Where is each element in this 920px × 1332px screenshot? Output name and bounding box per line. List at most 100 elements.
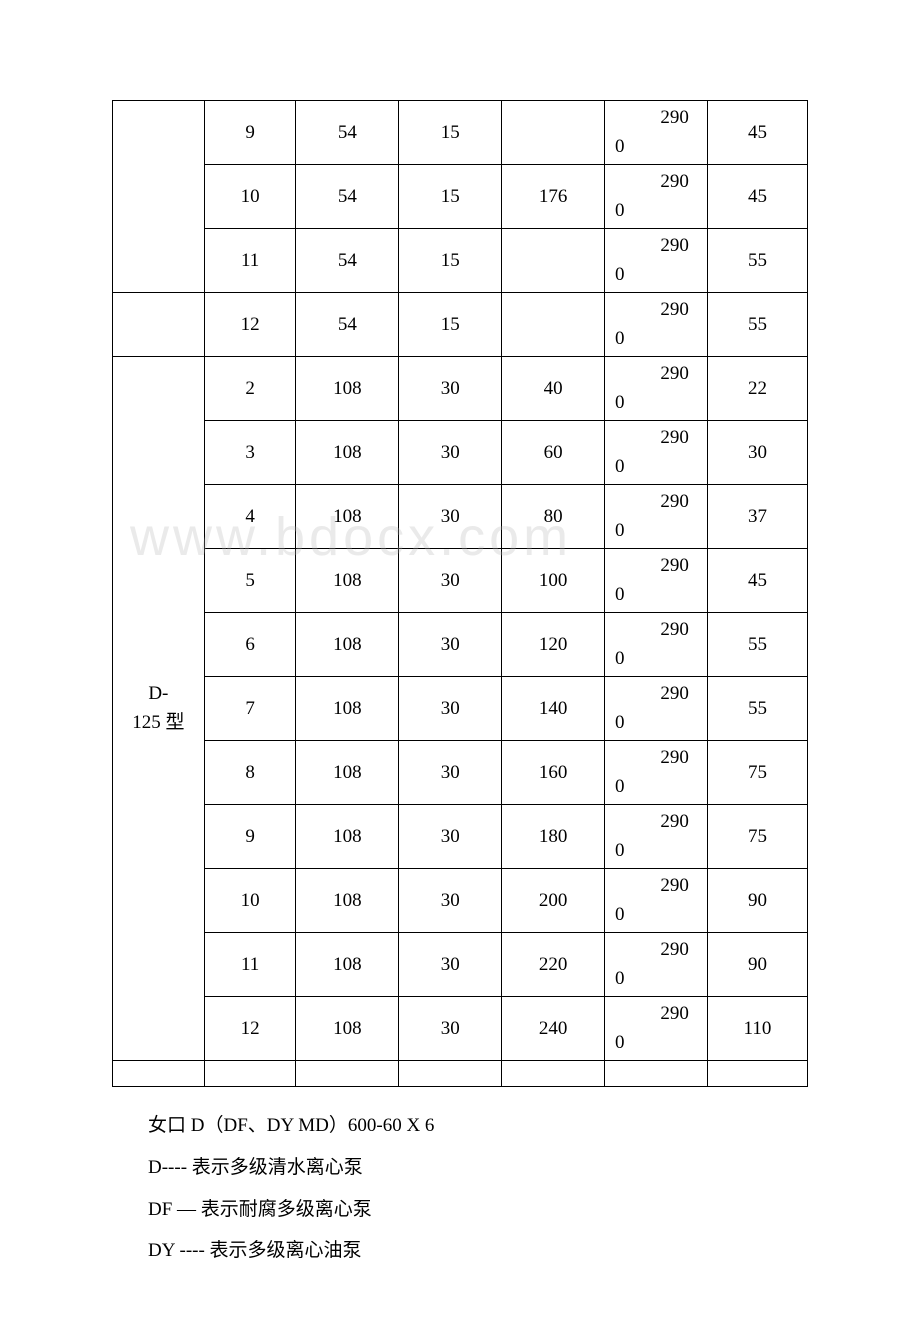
table-row: 6 108 30 120 0290 55 [113, 613, 808, 677]
cell: 240 [502, 997, 605, 1061]
cell: 140 [502, 677, 605, 741]
cell-dual: 0290 [605, 549, 708, 613]
cell: 30 [399, 357, 502, 421]
cell-dual: 0290 [605, 613, 708, 677]
cell: 100 [502, 549, 605, 613]
cell: 108 [296, 997, 399, 1061]
cell: 12 [204, 293, 296, 357]
cell [502, 293, 605, 357]
cell-dual: 0290 [605, 165, 708, 229]
cell: 15 [399, 293, 502, 357]
cell: 6 [204, 613, 296, 677]
table-row: 3 108 30 60 0290 30 [113, 421, 808, 485]
cell: 54 [296, 165, 399, 229]
notes-block: 女口 D（DF、DY MD）600-60 X 6 D---- 表示多级清水离心泵… [112, 1105, 808, 1272]
data-table: 9 54 15 0290 45 10 54 15 176 0290 45 11 … [112, 100, 808, 1087]
page: www.bdocx.com 9 54 15 0290 45 10 54 15 1… [0, 0, 920, 1332]
cell-dual: 0290 [605, 421, 708, 485]
group-label-blank [113, 101, 205, 293]
cell-dual: 0290 [605, 357, 708, 421]
cell-dual: 0290 [605, 677, 708, 741]
cell: 55 [707, 613, 807, 677]
table-row: 8 108 30 160 0290 75 [113, 741, 808, 805]
cell: 30 [399, 869, 502, 933]
cell: 45 [707, 549, 807, 613]
cell: 54 [296, 229, 399, 293]
cell: 37 [707, 485, 807, 549]
cell: 12 [204, 997, 296, 1061]
cell: 180 [502, 805, 605, 869]
table-row: 10 108 30 200 0290 90 [113, 869, 808, 933]
cell: 176 [502, 165, 605, 229]
cell-dual: 0290 [605, 741, 708, 805]
table-row: 11 108 30 220 0290 90 [113, 933, 808, 997]
cell-dual: 0290 [605, 485, 708, 549]
cell: 60 [502, 421, 605, 485]
cell: 5 [204, 549, 296, 613]
note-line-4: DY ---- 表示多级离心油泵 [148, 1230, 808, 1272]
cell: 30 [399, 933, 502, 997]
cell: 9 [204, 805, 296, 869]
cell: 55 [707, 677, 807, 741]
cell: 4 [204, 485, 296, 549]
cell-dual: 0290 [605, 229, 708, 293]
cell-dual: 0290 [605, 997, 708, 1061]
cell: 30 [399, 613, 502, 677]
note-line-3: DF — 表示耐腐多级离心泵 [148, 1189, 808, 1231]
table-row: D-125 型 2 108 30 40 0290 22 [113, 357, 808, 421]
cell: 30 [707, 421, 807, 485]
cell: 11 [204, 229, 296, 293]
cell: 160 [502, 741, 605, 805]
cell-dual: 0290 [605, 293, 708, 357]
cell: 108 [296, 485, 399, 549]
cell: 30 [399, 485, 502, 549]
cell-dual: 0290 [605, 805, 708, 869]
cell: 55 [707, 229, 807, 293]
cell: 90 [707, 933, 807, 997]
table-row: 11 54 15 0290 55 [113, 229, 808, 293]
cell: 2 [204, 357, 296, 421]
cell: 10 [204, 165, 296, 229]
cell: 7 [204, 677, 296, 741]
table-row: 9 54 15 0290 45 [113, 101, 808, 165]
cell: 54 [296, 101, 399, 165]
table-row: 4 108 30 80 0290 37 [113, 485, 808, 549]
cell: 54 [296, 293, 399, 357]
cell-dual: 0290 [605, 869, 708, 933]
cell: 108 [296, 677, 399, 741]
cell: 108 [296, 357, 399, 421]
table-row: 9 108 30 180 0290 75 [113, 805, 808, 869]
cell-empty [399, 1061, 502, 1087]
group-label-blank-2 [113, 293, 205, 357]
group-label-text: D-125 型 [132, 683, 184, 733]
cell: 108 [296, 933, 399, 997]
cell-empty [502, 1061, 605, 1087]
cell-empty [296, 1061, 399, 1087]
cell-empty [707, 1061, 807, 1087]
cell: 11 [204, 933, 296, 997]
cell: 30 [399, 741, 502, 805]
table-row-empty [113, 1061, 808, 1087]
cell: 75 [707, 805, 807, 869]
group-label-d125: D-125 型 [113, 357, 205, 1061]
cell-dual: 0290 [605, 933, 708, 997]
note-line-2: D---- 表示多级清水离心泵 [148, 1147, 808, 1189]
note-line-1: 女口 D（DF、DY MD）600-60 X 6 [148, 1105, 808, 1147]
cell: 3 [204, 421, 296, 485]
table-row: 5 108 30 100 0290 45 [113, 549, 808, 613]
cell: 220 [502, 933, 605, 997]
cell: 40 [502, 357, 605, 421]
cell: 30 [399, 997, 502, 1061]
cell: 108 [296, 549, 399, 613]
cell: 15 [399, 101, 502, 165]
cell [502, 229, 605, 293]
cell: 8 [204, 741, 296, 805]
cell: 30 [399, 421, 502, 485]
table-row: 12 108 30 240 0290 110 [113, 997, 808, 1061]
cell: 55 [707, 293, 807, 357]
cell-dual: 0290 [605, 101, 708, 165]
cell: 200 [502, 869, 605, 933]
cell: 15 [399, 165, 502, 229]
cell-empty [605, 1061, 708, 1087]
cell: 108 [296, 741, 399, 805]
